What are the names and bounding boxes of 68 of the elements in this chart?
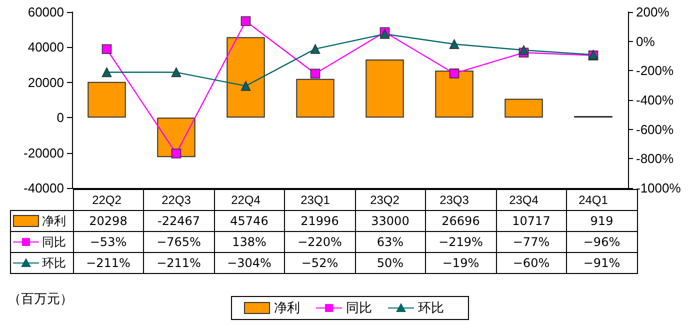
data-label: −60% [496, 252, 566, 274]
data-label: −77% [496, 232, 566, 252]
bar [435, 70, 474, 118]
y2-tick-label: -600% [636, 122, 674, 137]
legend-label: 环比 [42, 256, 66, 270]
data-label: −211% [144, 252, 214, 274]
x-tick-label: 22Q3 [162, 193, 192, 207]
data-label: −211% [73, 252, 144, 274]
text: 净利 [274, 301, 300, 316]
y-tick-label: 40000 [28, 40, 64, 55]
x-tick-label: 22Q4 [231, 193, 261, 207]
data-label: −220% [284, 232, 355, 252]
y-tick-label: 60000 [28, 4, 64, 20]
data-label: 138% [214, 232, 284, 252]
point [171, 148, 182, 158]
point [310, 44, 320, 54]
data-label: 10717 [496, 210, 566, 232]
legend-label: 净利 [42, 214, 66, 228]
x-tick-label: 23Q2 [370, 193, 400, 207]
data-label: 63% [355, 232, 426, 252]
text: 环比 [418, 301, 444, 316]
bar [366, 60, 404, 118]
point [449, 39, 460, 50]
data-label: −52% [284, 252, 355, 274]
data-label: 919 [566, 210, 637, 232]
legend-label: 同比 [42, 234, 66, 248]
y-tick-label: -20000 [24, 145, 64, 160]
point [240, 16, 251, 26]
data-label: −53% [73, 232, 144, 252]
data-label: -22467 [144, 210, 214, 232]
bar [504, 98, 543, 118]
bar [88, 82, 126, 118]
y2-tick-label: -200% [636, 63, 674, 78]
x-tick-label: 24Q1 [578, 193, 608, 207]
data-label: 21996 [284, 210, 355, 232]
point [171, 67, 182, 78]
x-tick-label: 23Q4 [509, 193, 539, 207]
y2-tick-label: -400% [636, 92, 674, 108]
x-tick-label: 23Q1 [300, 193, 330, 207]
data-label: −765% [144, 232, 214, 252]
bar [226, 37, 265, 118]
point [310, 68, 320, 78]
y-tick-label: -40000 [24, 180, 64, 196]
data-label: −19% [426, 252, 496, 274]
y2-tick-label: -800% [636, 151, 674, 166]
y2-tick-label: -1000% [636, 180, 682, 196]
y-tick-label: 20000 [28, 74, 64, 90]
data-label: −91% [566, 252, 637, 274]
point [240, 81, 251, 91]
point [518, 45, 529, 56]
point [102, 44, 112, 54]
x-tick-label: 23Q3 [440, 193, 470, 207]
data-label: −219% [426, 232, 496, 252]
data-label: −304% [214, 252, 284, 274]
point [449, 68, 460, 78]
data-label: 20298 [73, 210, 144, 232]
x-tick-label: 22Q2 [92, 193, 122, 207]
text: （百万元） [8, 291, 73, 308]
y2-tick-label: 200% [636, 4, 670, 20]
text: 同比 [346, 301, 372, 316]
data-label: 45746 [214, 210, 284, 232]
y2-tick-label: 0% [636, 34, 656, 49]
data-label: 50% [355, 252, 426, 274]
data-label: 33000 [355, 210, 426, 232]
data-label: 26696 [426, 210, 496, 232]
data-label: −96% [566, 232, 637, 252]
point [102, 67, 112, 78]
y-tick-label: 0 [56, 110, 64, 126]
